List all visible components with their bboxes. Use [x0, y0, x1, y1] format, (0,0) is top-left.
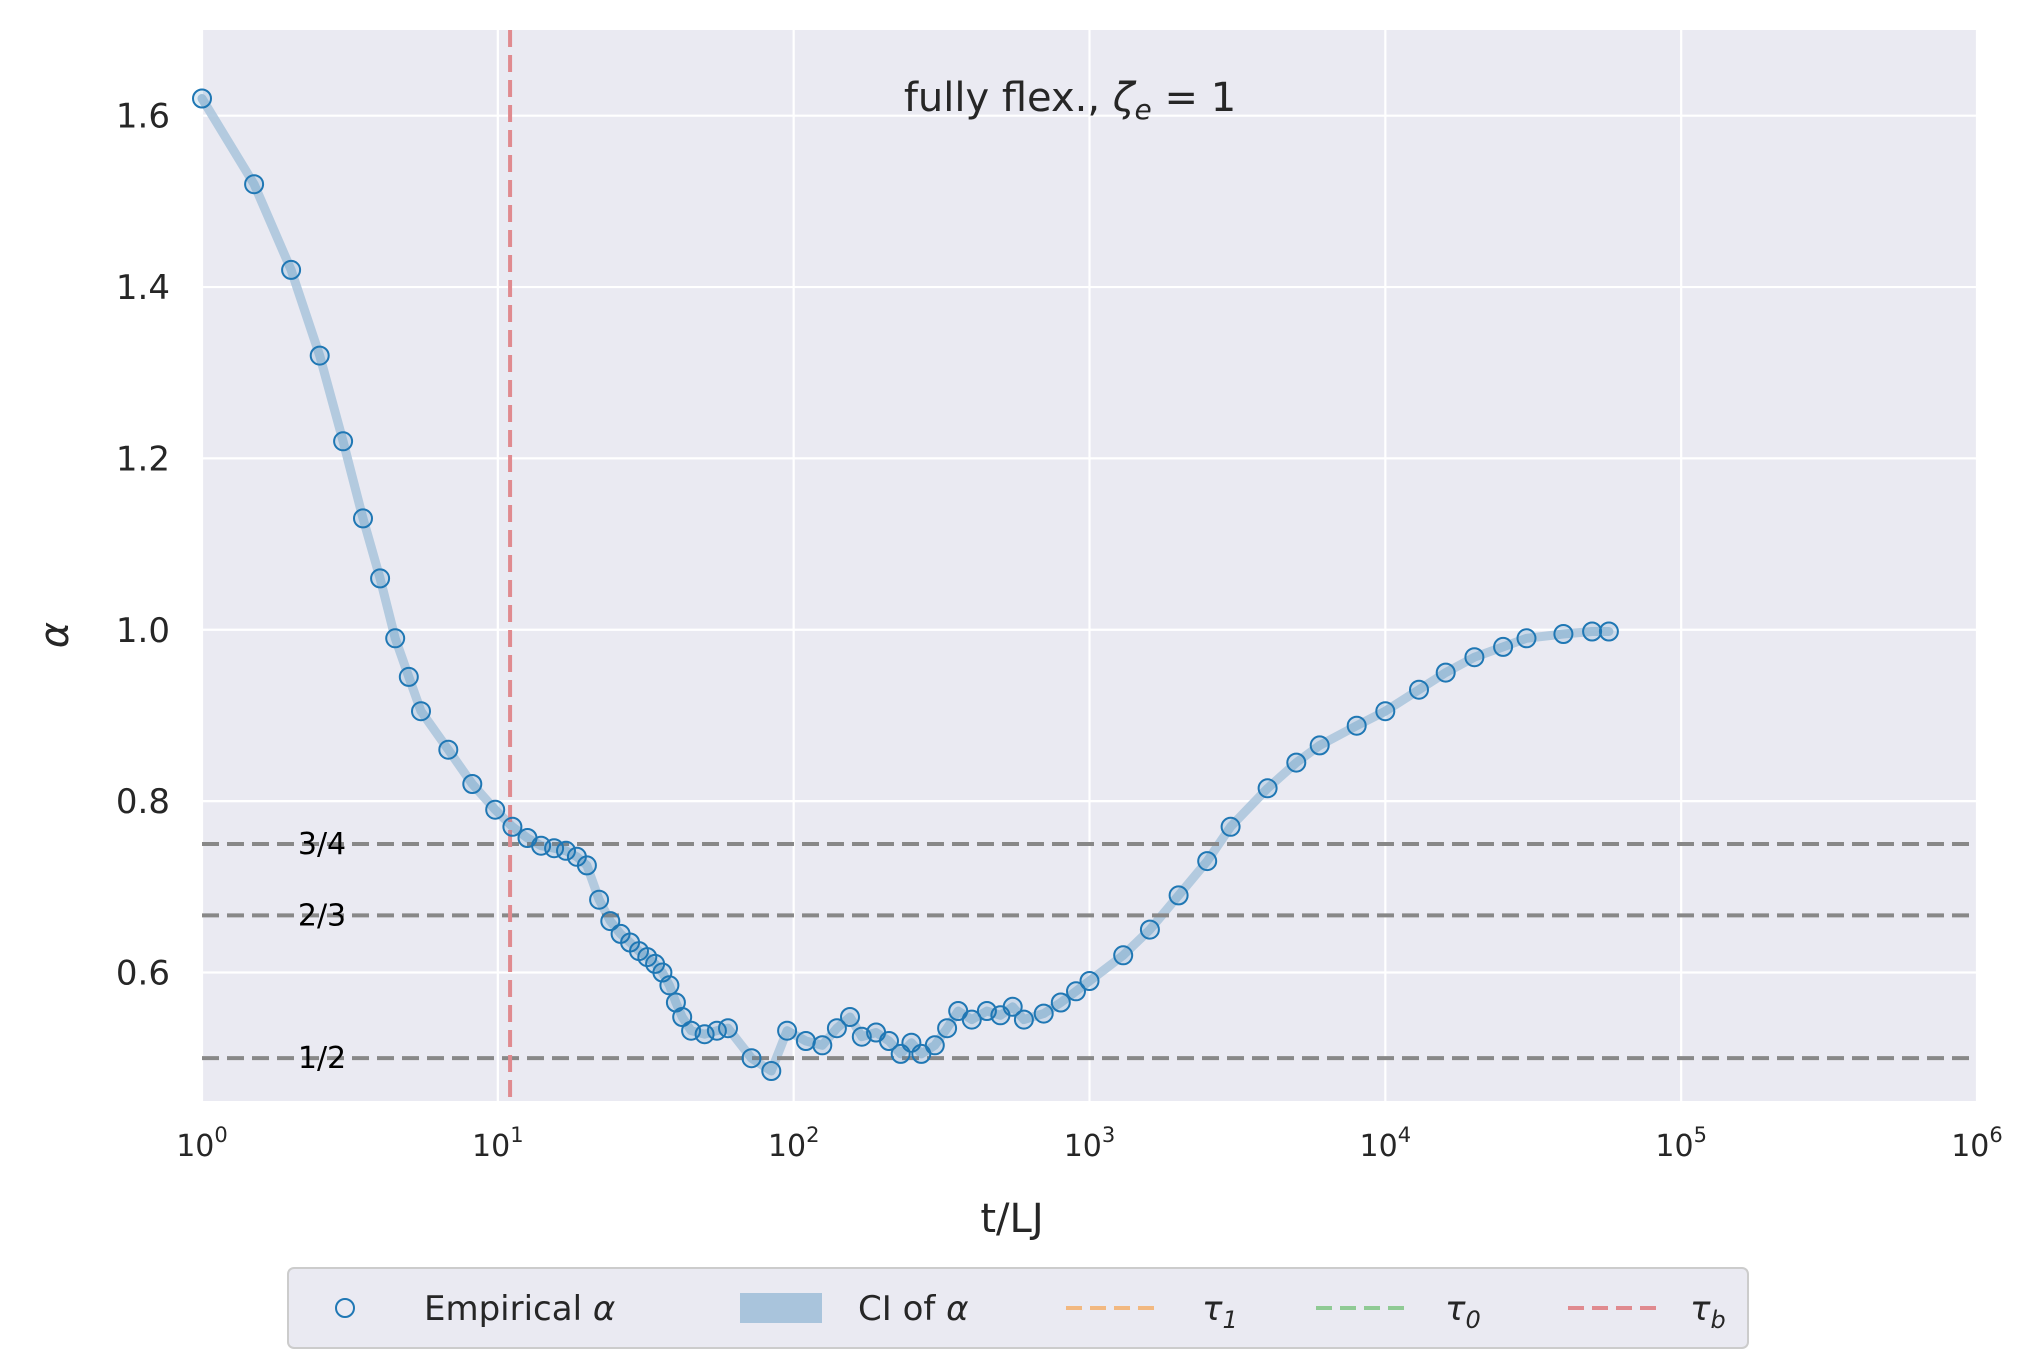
data-point — [1002, 996, 1023, 1017]
data-point — [462, 774, 483, 794]
data-point — [353, 508, 373, 529]
data-point — [795, 1031, 816, 1051]
data-point — [1346, 715, 1367, 736]
x-tick-label: 100 — [176, 1123, 228, 1164]
legend-label: τ0 — [1445, 1289, 1481, 1334]
data-point — [761, 1061, 782, 1081]
data-point — [485, 799, 506, 820]
data-point — [1013, 1009, 1034, 1030]
data-point — [840, 1007, 860, 1027]
data-point — [937, 1018, 958, 1039]
data-point — [600, 911, 621, 932]
legend-box — [287, 1267, 1749, 1349]
reference-lines — [202, 841, 1977, 1061]
data-point — [1033, 1003, 1054, 1024]
data-point — [1113, 945, 1134, 966]
data-point — [1079, 971, 1100, 991]
data-point — [309, 345, 330, 366]
data-point — [1309, 735, 1330, 756]
data-point — [1139, 919, 1160, 940]
x-tick-label: 101 — [472, 1123, 524, 1164]
data-point — [879, 1031, 899, 1051]
data-point — [556, 840, 576, 861]
legend-marker — [335, 1298, 355, 1318]
data-point — [502, 816, 523, 837]
x-tick-label: 102 — [768, 1123, 820, 1164]
legend: Empirical α CI of α τ1 τ0 τb — [287, 1267, 1749, 1349]
reference-label: 2/3 — [298, 898, 346, 933]
legend-patch — [740, 1293, 822, 1323]
data-point — [1050, 992, 1071, 1013]
x-axis-label: t/LJ — [980, 1196, 1043, 1242]
data-point — [694, 1024, 715, 1045]
data-point — [370, 568, 391, 589]
y-tick-label: 1.6 — [116, 97, 170, 137]
data-point — [1409, 679, 1429, 700]
data-point — [192, 88, 212, 109]
x-axis-ticks: 100 101 102 103 104 105 106 — [176, 1123, 2003, 1164]
chart-title: fully flex., ζe = 1 — [904, 75, 1236, 126]
data-point — [398, 666, 419, 687]
x-tick-label: 103 — [1064, 1123, 1116, 1164]
data-point — [812, 1035, 833, 1056]
data-point — [659, 975, 680, 996]
data-point — [1516, 628, 1537, 649]
reference-label: 1/2 — [298, 1041, 346, 1076]
data-point — [1582, 621, 1603, 642]
data-point — [1220, 816, 1241, 837]
data-point — [1464, 647, 1485, 668]
data-point — [826, 1018, 847, 1039]
data-point — [1435, 662, 1456, 683]
data-point — [576, 855, 597, 876]
legend-label: τ1 — [1202, 1289, 1238, 1334]
reference-labels: 3/4 2/3 1/2 — [298, 827, 346, 1076]
data-point — [718, 1018, 738, 1039]
y-tick-label: 0.6 — [116, 953, 170, 993]
y-tick-label: 1.4 — [116, 268, 170, 308]
data-point — [741, 1048, 762, 1069]
y-tick-label: 1.2 — [116, 439, 170, 479]
data-point — [1493, 636, 1514, 657]
legend-item: CI of α — [740, 1289, 969, 1329]
x-tick-label: 105 — [1655, 1123, 1707, 1164]
data-point — [333, 431, 354, 452]
data-point — [672, 1007, 693, 1027]
data-point — [1168, 885, 1189, 906]
y-tick-label: 0.8 — [116, 782, 170, 822]
legend-item: τ0 — [1316, 1289, 1481, 1334]
data-point — [385, 628, 406, 649]
data-point — [1553, 624, 1574, 644]
data-point — [438, 739, 459, 760]
data-point — [961, 1009, 982, 1030]
data-point — [1257, 778, 1278, 799]
data-point — [411, 701, 431, 722]
data-point — [1066, 981, 1086, 1002]
data-point — [1375, 701, 1396, 722]
legend-label: τb — [1690, 1289, 1726, 1334]
data-point — [544, 838, 565, 859]
data-point — [924, 1035, 945, 1056]
data-points — [192, 88, 1619, 1081]
data-point — [589, 889, 610, 910]
data-point — [777, 1020, 798, 1041]
data-point — [1197, 851, 1218, 872]
y-axis-label: α — [32, 622, 78, 648]
x-tick-label: 104 — [1360, 1123, 1412, 1164]
data-point — [244, 174, 265, 195]
data-point — [1286, 752, 1307, 773]
legend-label: CI of α — [858, 1289, 969, 1329]
legend-item: τ1 — [1066, 1289, 1238, 1334]
x-tick-label: 106 — [1951, 1123, 2003, 1164]
legend-item: Empirical α — [335, 1289, 615, 1329]
y-axis-ticks: 0.6 0.8 1.0 1.2 1.4 1.6 — [116, 97, 170, 994]
reference-label: 3/4 — [298, 827, 346, 862]
data-point — [281, 259, 302, 280]
legend-item: τb — [1568, 1289, 1726, 1334]
legend-label: Empirical α — [424, 1289, 615, 1329]
data-point — [1598, 621, 1619, 642]
y-tick-label: 1.0 — [116, 611, 170, 651]
